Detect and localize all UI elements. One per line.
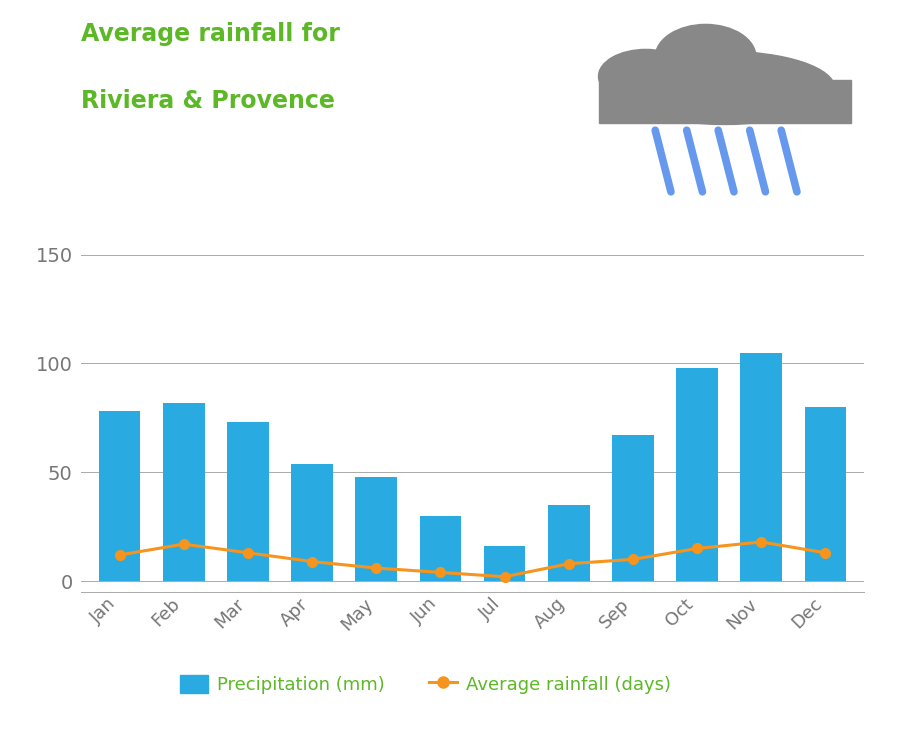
Ellipse shape — [737, 65, 825, 111]
Bar — [548, 505, 590, 581]
Legend: Precipitation (mm), Average rainfall (days): Precipitation (mm), Average rainfall (da… — [173, 667, 678, 702]
Text: Riviera & Provence: Riviera & Provence — [81, 89, 335, 112]
Bar — [805, 407, 846, 581]
Bar — [356, 477, 397, 581]
Bar — [99, 411, 140, 581]
Bar — [598, 80, 850, 123]
Bar — [227, 423, 269, 581]
Ellipse shape — [598, 50, 693, 104]
Bar — [292, 463, 333, 581]
Bar — [419, 516, 462, 581]
Bar — [163, 403, 204, 581]
Ellipse shape — [614, 51, 835, 124]
Text: Average rainfall for: Average rainfall for — [81, 22, 340, 46]
Bar — [676, 368, 718, 581]
Bar — [612, 435, 653, 581]
Bar — [483, 546, 526, 581]
Bar — [741, 352, 782, 581]
Ellipse shape — [655, 24, 756, 90]
